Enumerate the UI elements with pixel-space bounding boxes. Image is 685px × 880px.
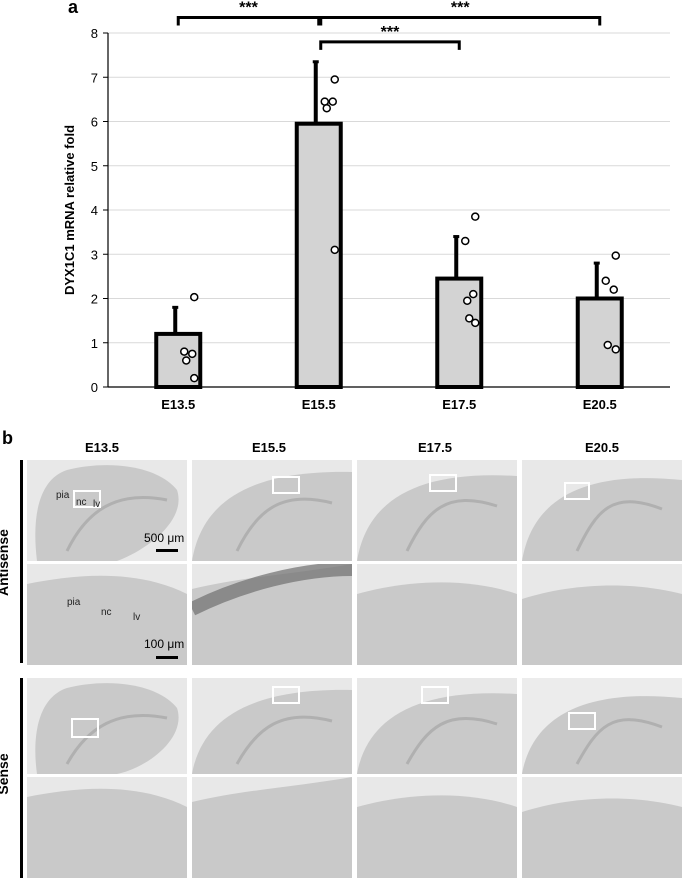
x-tick-label: E13.5 [161, 397, 195, 412]
micrograph-tile [27, 678, 187, 774]
micrograph-tile [522, 777, 682, 878]
bar [575, 296, 624, 389]
data-point [328, 97, 337, 106]
micrograph-tile [192, 777, 352, 878]
y-tick-label: 2 [91, 292, 98, 307]
label-pia-overview: pia [56, 490, 70, 501]
x-tick-label: E17.5 [442, 397, 476, 412]
y-tick-label: 7 [91, 70, 98, 85]
y-tick-label: 8 [91, 26, 98, 41]
data-point [190, 292, 199, 302]
y-tick-label: 3 [91, 247, 98, 262]
column-header-4: E20.5 [585, 440, 619, 455]
micrograph-tile [522, 460, 682, 561]
data-point [469, 289, 478, 299]
micrograph-tile [357, 460, 517, 561]
region-of-interest-box [272, 476, 300, 494]
label-lv-zoom: lv [133, 612, 141, 623]
micrograph-tile [522, 564, 682, 665]
bar [294, 121, 343, 390]
micrograph-tile [522, 678, 682, 774]
data-point [463, 296, 472, 305]
row-header-sense: Sense [0, 753, 11, 795]
data-point [190, 373, 199, 383]
label-pia-zoom: pia [67, 597, 81, 608]
micrograph-tile [357, 678, 517, 774]
sense-row-bar [20, 678, 23, 878]
micrograph-tile [192, 564, 352, 665]
significance-label: *** [239, 0, 258, 17]
significance-label: *** [381, 24, 400, 41]
data-point [180, 347, 189, 356]
data-point [330, 75, 339, 84]
data-point [461, 236, 470, 246]
column-header-3: E17.5 [418, 440, 452, 455]
region-of-interest-box [429, 474, 457, 492]
significance-bracket [176, 16, 321, 26]
y-tick-label: 0 [91, 380, 98, 395]
data-point [611, 251, 620, 260]
data-point [609, 285, 618, 294]
panel-a-label: a [68, 0, 79, 17]
y-tick-label: 6 [91, 115, 98, 130]
data-point [322, 103, 331, 113]
scale-bar-500um [156, 549, 178, 552]
data-point [330, 245, 339, 255]
data-point [603, 340, 612, 350]
column-header-2: E15.5 [252, 440, 286, 455]
antisense-row-bar [20, 460, 23, 663]
micrograph-tile [27, 564, 187, 665]
micrograph-tile [27, 777, 187, 878]
x-tick-label: E20.5 [583, 397, 617, 412]
x-tick-label: E15.5 [302, 397, 336, 412]
data-point [611, 345, 620, 354]
row-header-antisense: Antisense [0, 529, 11, 596]
data-point [465, 314, 474, 323]
data-point [601, 276, 610, 286]
y-tick-label: 1 [91, 336, 98, 351]
significance-bracket [319, 40, 461, 50]
region-of-interest-box [71, 718, 99, 738]
y-tick-label: 4 [91, 203, 98, 218]
micrograph-tile [357, 564, 517, 665]
region-of-interest-box [568, 712, 596, 730]
y-tick-label: 5 [91, 159, 98, 174]
micrograph-tile [357, 777, 517, 878]
region-of-interest-box [272, 686, 300, 704]
scale-label-500um: 500 μm [144, 531, 185, 545]
data-point [188, 349, 197, 359]
data-point [471, 212, 480, 221]
column-header-1: E13.5 [85, 440, 119, 455]
data-point [182, 356, 191, 365]
data-point [471, 318, 480, 328]
label-nc-overview: nc [76, 497, 87, 508]
region-of-interest-box [73, 490, 101, 508]
scale-label-100um: 100 μm [144, 637, 185, 651]
significance-label: *** [451, 0, 470, 17]
scale-bar-100um [156, 656, 178, 659]
bar-chart: 0 1 2 3 4 5 6 7 8 DYX1C1 mRNA relative fold E13.5 E… [62, 0, 670, 412]
region-of-interest-box [421, 686, 449, 704]
micrograph-tile [27, 460, 187, 561]
region-of-interest-box [564, 482, 590, 500]
label-nc-zoom: nc [101, 607, 112, 618]
panel-b-label: b [2, 428, 13, 448]
y-axis-label: DYX1C1 mRNA relative fold [62, 125, 77, 295]
significance-bracket [319, 16, 602, 26]
label-lv-overview: lv [93, 499, 101, 510]
